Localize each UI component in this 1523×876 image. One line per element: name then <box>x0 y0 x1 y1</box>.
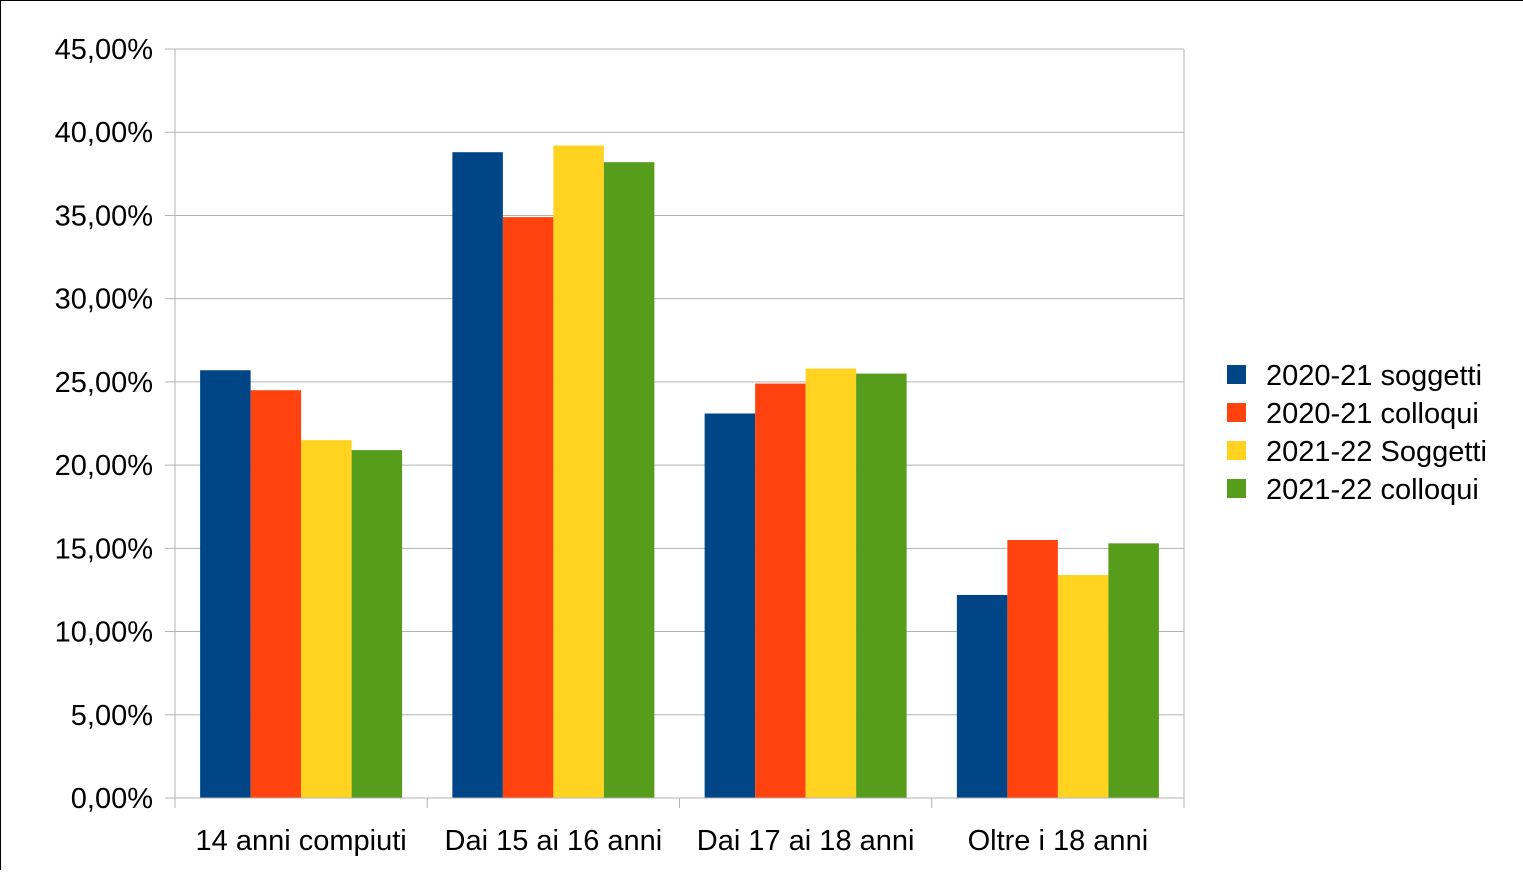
bar <box>856 373 907 798</box>
legend-swatch <box>1227 441 1246 460</box>
legend-label: 2021-22 Soggetti <box>1266 436 1487 468</box>
y-tick-label: 40,00% <box>55 117 153 149</box>
y-tick-label: 45,00% <box>55 34 153 66</box>
bar <box>553 145 604 798</box>
legend-label: 2020-21 colloqui <box>1266 398 1479 430</box>
bar <box>755 383 806 798</box>
y-tick-label: 20,00% <box>55 450 153 482</box>
legend: 2020-21 soggetti 2020-21 colloqui 2021-22 … <box>1227 360 1487 506</box>
bar <box>502 217 554 798</box>
x-category-label: Dai 15 ai 16 anni <box>445 825 663 857</box>
bar <box>1057 574 1109 798</box>
bar <box>351 450 403 798</box>
x-category-label: Oltre i 18 anni <box>968 825 1149 857</box>
bar <box>805 368 857 798</box>
bar <box>200 370 251 798</box>
bar <box>301 440 352 798</box>
legend-label: 2020-21 soggetti <box>1266 360 1482 392</box>
axes <box>165 48 1185 808</box>
y-tick-label: 35,00% <box>55 200 153 232</box>
bar <box>250 390 302 798</box>
legend-swatch <box>1227 365 1246 384</box>
bar <box>1007 540 1058 798</box>
legend-swatch <box>1227 403 1246 422</box>
bar <box>704 413 756 798</box>
y-tick-label: 10,00% <box>55 617 153 649</box>
bars <box>200 145 1159 798</box>
bar <box>452 152 503 798</box>
y-tick-label: 0,00% <box>71 783 153 815</box>
x-axis-category-labels: 14 anni compiuti Dai 15 ai 16 anni Dai 17 … <box>196 825 1149 857</box>
bar <box>956 594 1008 798</box>
y-tick-label: 5,00% <box>71 700 153 732</box>
y-tick-label: 15,00% <box>55 533 153 565</box>
x-category-label: Dai 17 ai 18 anni <box>697 825 915 857</box>
bar <box>603 162 655 798</box>
y-tick-label: 25,00% <box>55 367 153 399</box>
bar <box>1108 543 1159 798</box>
legend-label: 2021-22 colloqui <box>1266 474 1479 506</box>
y-axis-tick-labels: 0,00% 5,00% 10,00% 15,00% 20,00% 25,00% 30,00%… <box>55 34 153 815</box>
y-tick-label: 30,00% <box>55 284 153 316</box>
x-category-label: 14 anni compiuti <box>196 825 407 857</box>
legend-swatch <box>1227 479 1246 498</box>
